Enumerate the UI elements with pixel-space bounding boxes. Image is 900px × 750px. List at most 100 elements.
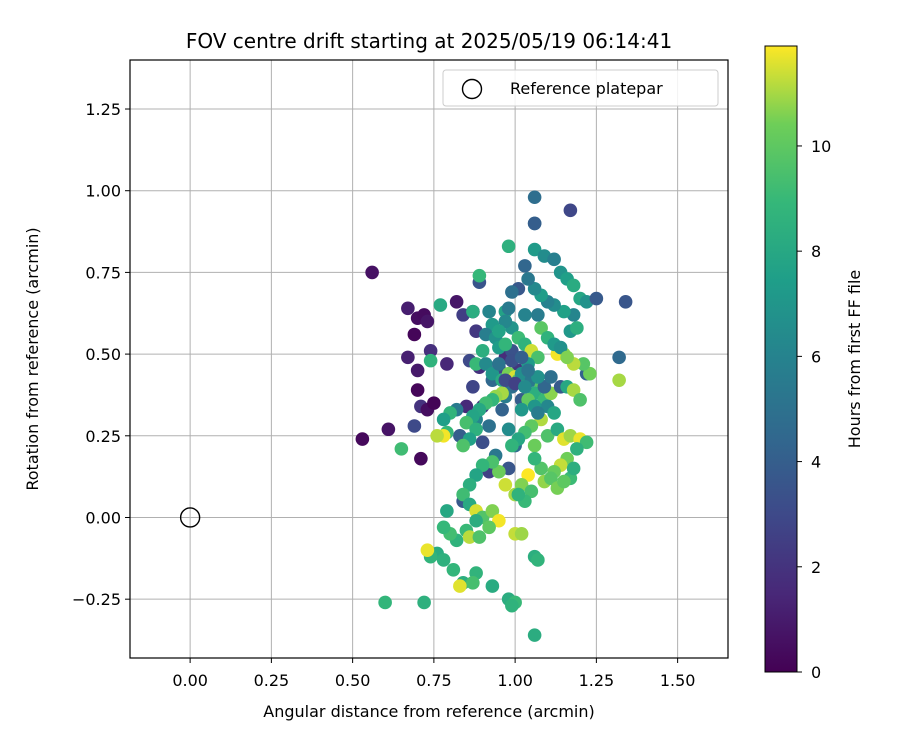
scatter-point	[498, 314, 513, 329]
y-tick-label: 0.75	[85, 263, 121, 282]
scatter-point	[514, 402, 529, 417]
scatter-point	[557, 474, 571, 489]
x-tick-label: 0.50	[335, 671, 371, 690]
scatter-point	[440, 504, 454, 518]
scatter-point	[563, 203, 578, 218]
scatter-point	[566, 461, 581, 476]
scatter-point	[459, 415, 474, 430]
scatter-point	[501, 301, 516, 316]
scatter-point	[531, 350, 545, 365]
scatter-point	[401, 301, 415, 316]
data-points	[355, 190, 633, 642]
scatter-point	[544, 471, 558, 486]
scatter-point	[469, 468, 483, 482]
scatter-point	[495, 402, 509, 417]
scatter-point	[527, 242, 542, 257]
scatter-point	[469, 513, 483, 528]
scatter-point	[547, 252, 561, 267]
scatter-point	[524, 484, 539, 499]
scatter-point	[583, 366, 597, 381]
scatter-point	[531, 308, 545, 322]
x-tick-label: 1.50	[660, 671, 696, 690]
scatter-point	[527, 190, 542, 205]
legend-label-reference: Reference platepar	[510, 79, 663, 98]
reference-marker-group	[179, 507, 201, 528]
scatter-point	[534, 321, 548, 335]
scatter-point	[518, 308, 532, 322]
scatter-point	[475, 458, 490, 473]
scatter-point	[573, 393, 587, 407]
scatter-point	[469, 422, 483, 437]
scatter-point	[514, 527, 529, 541]
scatter-point	[527, 451, 542, 466]
y-tick-label: 0.50	[85, 345, 121, 364]
scatter-point	[544, 370, 558, 384]
scatter-point	[410, 383, 425, 397]
scatter-point	[355, 432, 370, 446]
scatter-point	[566, 278, 581, 293]
scatter-point	[469, 357, 483, 371]
scatter-point	[492, 324, 506, 339]
x-tick-label: 1.00	[497, 671, 533, 690]
scatter-point	[394, 442, 409, 456]
scatter-point	[505, 285, 519, 299]
scatter-point	[436, 412, 451, 427]
scatter-point	[501, 422, 516, 437]
colorbar-tick-label: 2	[811, 558, 821, 577]
scatter-point	[540, 428, 555, 443]
scatter-point	[492, 357, 506, 371]
scatter-point	[618, 295, 633, 309]
x-tick-label: 1.25	[579, 671, 615, 690]
colorbar-tick-label: 6	[811, 347, 821, 366]
scatter-point	[485, 504, 500, 518]
scatter-point	[589, 291, 604, 306]
scatter-point	[550, 422, 565, 437]
scatter-point	[521, 468, 535, 482]
colorbar-tick-label: 10	[811, 137, 831, 156]
x-tick-label: 0.25	[254, 671, 290, 690]
scatter-point	[482, 304, 496, 319]
scatter-point	[570, 321, 584, 335]
scatter-point	[410, 363, 425, 378]
x-tick-label: 0.00	[172, 671, 208, 690]
scatter-point	[456, 438, 470, 453]
scatter-point	[440, 357, 454, 371]
scatter-point	[423, 353, 438, 368]
scatter-point	[433, 298, 448, 312]
y-tick-label: 0.00	[85, 508, 121, 527]
x-tick-label: 0.75	[416, 671, 452, 690]
y-tick-label: 1.00	[85, 182, 121, 201]
scatter-point	[492, 464, 506, 479]
scatter-point	[482, 520, 496, 535]
scatter-point	[475, 344, 490, 358]
scatter-point	[518, 259, 532, 273]
scatter-point	[612, 373, 626, 388]
scatter-point	[557, 304, 571, 319]
y-axis-label: Rotation from reference (arcmin)	[23, 227, 42, 490]
scatter-point	[466, 576, 480, 590]
y-tick-label: 1.25	[85, 100, 121, 119]
scatter-point	[420, 314, 435, 329]
scatter-point	[423, 344, 438, 358]
scatter-point	[576, 357, 591, 371]
scatter-point	[446, 562, 461, 577]
chart-title: FOV centre drift starting at 2025/05/19 …	[186, 29, 672, 53]
scatter-point	[505, 598, 519, 613]
scatter-point	[521, 272, 535, 286]
scatter-point	[462, 478, 477, 492]
scatter-point	[527, 628, 542, 642]
scatter-point	[381, 422, 396, 437]
scatter-point	[527, 438, 542, 453]
scatter-point	[531, 406, 545, 420]
colorbar-ticks: 0 2 4 6 8 10	[797, 137, 831, 682]
scatter-point	[498, 337, 513, 352]
y-tick-label: 0.25	[85, 427, 121, 446]
legend: Reference platepar	[442, 69, 719, 107]
scatter-point	[414, 451, 428, 466]
scatter-point	[378, 595, 392, 610]
colorbar-tick-label: 0	[811, 663, 821, 682]
scatter-point	[560, 350, 574, 365]
scatter-point	[553, 340, 568, 355]
scatter-point	[456, 487, 470, 502]
